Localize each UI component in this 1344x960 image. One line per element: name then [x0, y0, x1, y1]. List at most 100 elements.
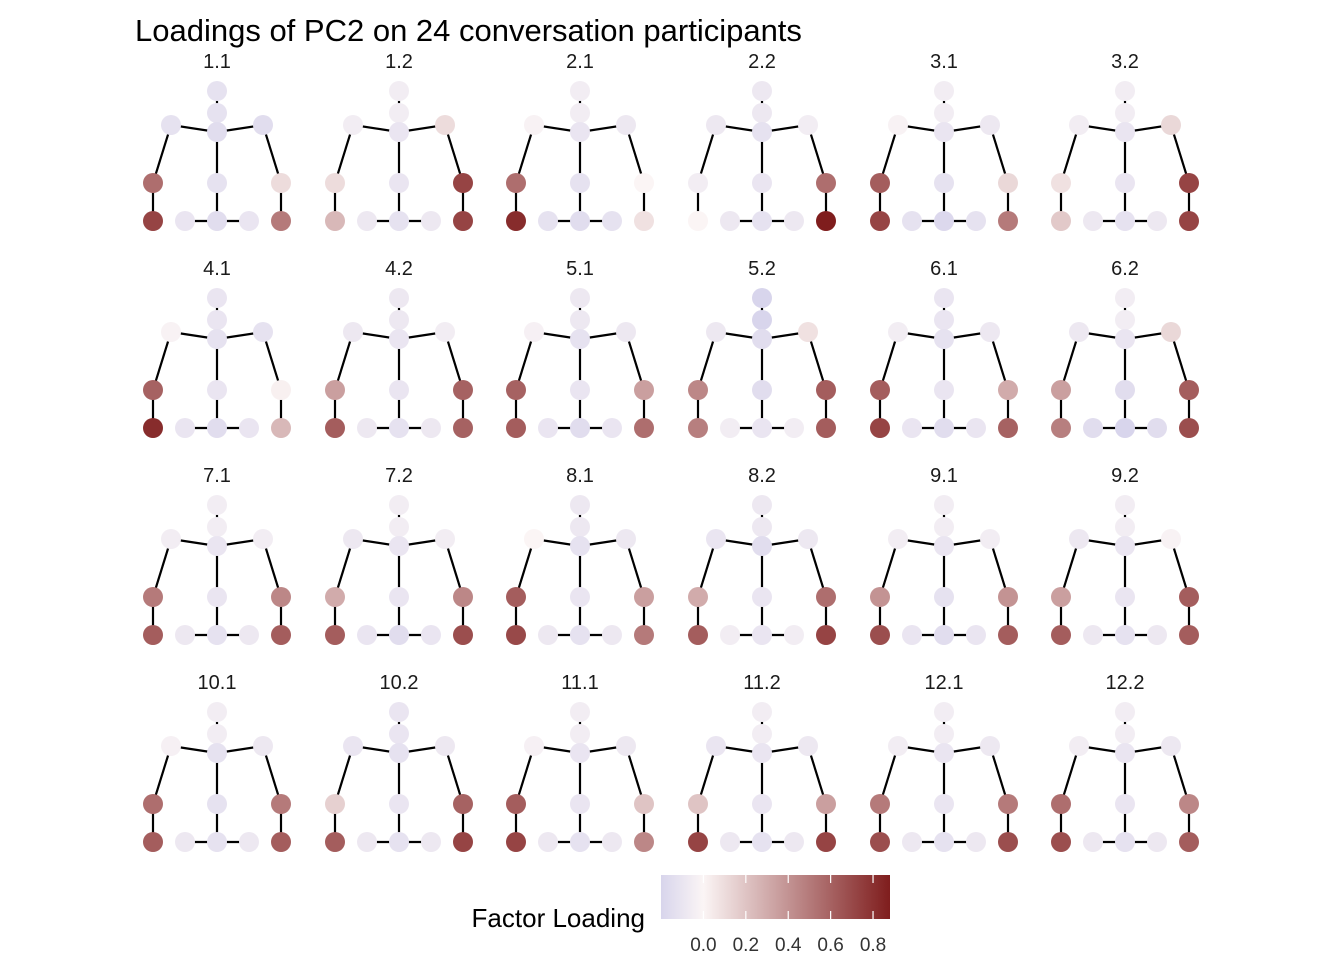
joint-point-head [570, 81, 590, 101]
facet-label: 7.2 [385, 465, 413, 487]
joint-point-knee-l [902, 418, 922, 438]
bone-shoulder_r-hand_r [624, 745, 646, 805]
facet-7-1: 7.1 [143, 465, 291, 645]
joint-point-hand-r [998, 794, 1018, 814]
joint-point-chest [570, 743, 590, 763]
joint-point-chest [934, 743, 954, 763]
joint-point-chest [934, 122, 954, 142]
joint-point-neck [752, 103, 772, 123]
joint-point-chest [207, 122, 227, 142]
facet-8-1: 8.1 [506, 465, 654, 645]
joint-point-knee-l [538, 211, 558, 231]
bone-shoulder_l-hand_l [696, 538, 718, 598]
joint-point-foot-l [688, 832, 708, 852]
joint-point-shoulder-l [524, 736, 544, 756]
joint-point-foot-r [634, 625, 654, 645]
facet-9-2: 9.2 [1051, 465, 1199, 645]
bone-shoulder_l-hand_l [151, 538, 173, 598]
joint-point-knee-l [357, 211, 377, 231]
joint-point-shoulder-l [706, 529, 726, 549]
joint-point-knee-r [966, 418, 986, 438]
facet-label: 9.1 [930, 465, 958, 487]
bone-shoulder_l-hand_l [1059, 538, 1081, 598]
joint-point-head [207, 495, 227, 515]
joint-point-shoulder-r [435, 115, 455, 135]
bone-shoulder_r-hand_r [261, 331, 283, 391]
joint-point-neck [389, 103, 409, 123]
joint-point-foot-r [998, 832, 1018, 852]
joint-point-spine [934, 587, 954, 607]
bone-shoulder_r-hand_r [443, 331, 465, 391]
joint-point-head [570, 288, 590, 308]
joint-point-hip [934, 211, 954, 231]
joint-point-hip [1115, 832, 1135, 852]
joint-point-hand-l [325, 380, 345, 400]
joint-point-hand-r [816, 794, 836, 814]
joint-point-hip [389, 832, 409, 852]
joint-point-hip [934, 832, 954, 852]
joint-point-spine [1115, 380, 1135, 400]
joint-point-knee-r [421, 211, 441, 231]
joint-point-hip [570, 625, 590, 645]
joint-point-hand-l [688, 587, 708, 607]
joint-point-head [1115, 288, 1135, 308]
facet-label: 11.1 [561, 672, 598, 694]
joint-point-knee-r [239, 211, 259, 231]
joint-point-head [1115, 81, 1135, 101]
joint-point-spine [207, 173, 227, 193]
bone-shoulder_l-hand_l [878, 745, 900, 805]
joint-point-foot-r [271, 625, 291, 645]
joint-point-neck [570, 103, 590, 123]
joint-point-spine [752, 587, 772, 607]
facet-label: 11.2 [743, 672, 780, 694]
joint-point-foot-l [688, 625, 708, 645]
joint-point-foot-r [271, 211, 291, 231]
facet-label: 7.1 [203, 465, 231, 487]
joint-point-hip [389, 625, 409, 645]
joint-point-neck [1115, 310, 1135, 330]
joint-point-shoulder-l [888, 529, 908, 549]
joint-point-head [389, 81, 409, 101]
joint-point-knee-l [175, 832, 195, 852]
joint-point-spine [752, 794, 772, 814]
joint-point-hand-l [325, 587, 345, 607]
joint-point-hip [752, 625, 772, 645]
joint-point-neck [1115, 724, 1135, 744]
joint-point-hand-r [453, 794, 473, 814]
joint-point-foot-r [816, 832, 836, 852]
joint-point-hand-r [634, 380, 654, 400]
legend-tick-label: 0.8 [860, 935, 886, 956]
joint-point-knee-l [175, 211, 195, 231]
joint-point-shoulder-r [980, 322, 1000, 342]
joint-point-shoulder-r [798, 322, 818, 342]
facet-label: 1.2 [385, 51, 413, 73]
facet-label: 3.1 [930, 51, 958, 73]
joint-point-knee-r [966, 832, 986, 852]
joint-point-hand-l [506, 587, 526, 607]
joint-point-knee-l [720, 625, 740, 645]
joint-point-head [752, 288, 772, 308]
bone-shoulder_r-hand_r [806, 124, 828, 184]
joint-point-foot-r [1179, 418, 1199, 438]
joint-point-shoulder-r [253, 736, 273, 756]
joint-point-knee-l [720, 211, 740, 231]
joint-point-knee-l [720, 418, 740, 438]
joint-point-shoulder-l [343, 322, 363, 342]
joint-point-chest [934, 329, 954, 349]
joint-point-head [934, 288, 954, 308]
joint-point-shoulder-l [524, 115, 544, 135]
joint-point-shoulder-r [1161, 736, 1181, 756]
joint-point-hand-r [998, 587, 1018, 607]
joint-point-head [1115, 702, 1135, 722]
facet-2-2: 2.2 [688, 51, 836, 231]
joint-point-spine [389, 587, 409, 607]
facet-label: 2.2 [748, 51, 776, 73]
joint-point-shoulder-r [253, 115, 273, 135]
joint-point-neck [389, 310, 409, 330]
joint-point-head [752, 81, 772, 101]
joint-point-foot-r [271, 418, 291, 438]
joint-point-hand-r [998, 173, 1018, 193]
joint-point-hand-l [870, 380, 890, 400]
joint-point-shoulder-r [1161, 322, 1181, 342]
joint-point-neck [389, 517, 409, 537]
